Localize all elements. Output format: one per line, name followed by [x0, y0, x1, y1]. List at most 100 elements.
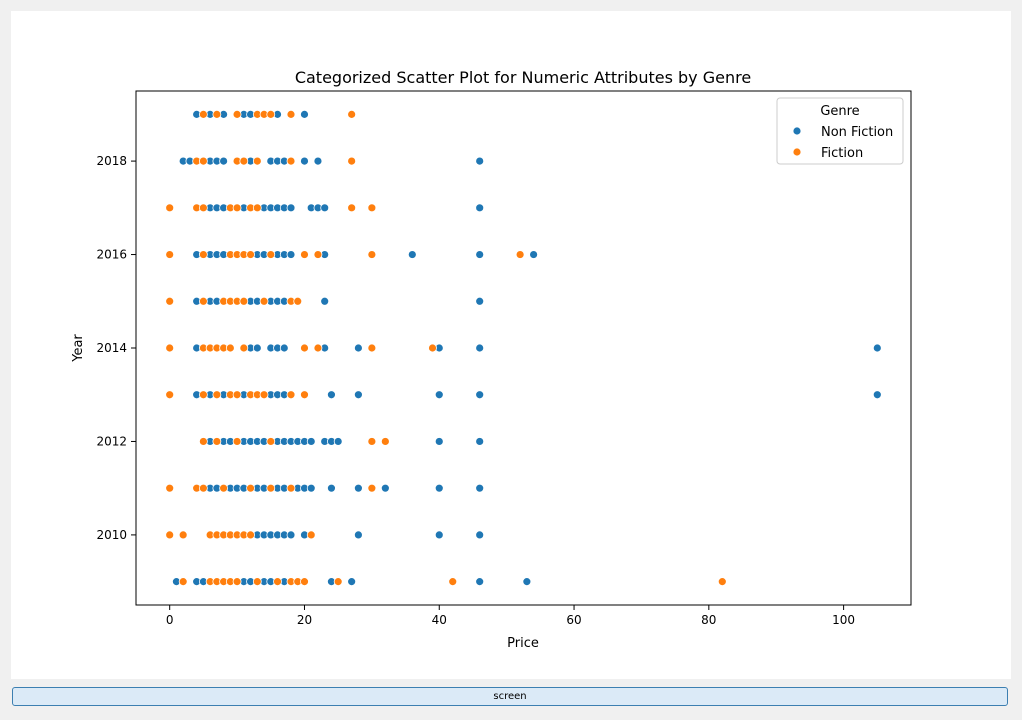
- y-tick-label: 2018: [96, 154, 127, 168]
- data-point-fiction: [300, 577, 309, 587]
- data-point-non-fiction: [219, 156, 229, 166]
- data-point-fiction: [259, 296, 269, 306]
- data-point-fiction: [246, 530, 255, 540]
- data-point-fiction: [367, 250, 377, 259]
- data-point-non-fiction: [407, 250, 417, 259]
- data-point-non-fiction: [434, 437, 444, 446]
- data-point-non-fiction: [475, 343, 485, 353]
- data-point-non-fiction: [475, 530, 485, 540]
- data-point-non-fiction: [475, 390, 485, 400]
- data-point-fiction: [246, 250, 255, 259]
- data-point-fiction: [300, 343, 309, 353]
- data-point-fiction: [239, 296, 249, 306]
- data-point-fiction: [266, 483, 276, 493]
- data-point-fiction: [212, 109, 222, 119]
- y-axis-label: Year: [71, 334, 86, 363]
- data-point-non-fiction: [872, 390, 882, 400]
- legend-title: Genre: [820, 104, 859, 119]
- data-point-non-fiction: [434, 483, 444, 493]
- data-point-fiction: [178, 577, 188, 587]
- data-point-non-fiction: [286, 203, 296, 213]
- data-point-fiction: [380, 437, 390, 446]
- data-point-non-fiction: [475, 483, 485, 493]
- data-point-fiction: [165, 483, 175, 493]
- data-point-fiction: [367, 343, 377, 353]
- data-point-fiction: [198, 437, 208, 446]
- data-point-non-fiction: [327, 390, 336, 400]
- data-point-non-fiction: [353, 343, 363, 353]
- data-point-non-fiction: [475, 203, 485, 213]
- screen-button[interactable]: screen: [12, 687, 1008, 706]
- data-point-non-fiction: [475, 156, 485, 166]
- data-point-fiction: [259, 390, 269, 400]
- data-point-fiction: [198, 483, 208, 493]
- data-point-fiction: [266, 437, 276, 446]
- data-point-fiction: [198, 203, 208, 213]
- data-point-non-fiction: [380, 483, 390, 493]
- data-point-non-fiction: [320, 203, 330, 213]
- legend-label-non-fiction: Non Fiction: [821, 125, 893, 140]
- data-point-fiction: [286, 109, 296, 119]
- data-point-fiction: [165, 203, 175, 213]
- data-point-fiction: [198, 156, 208, 166]
- data-point-fiction: [286, 483, 296, 493]
- data-point-non-fiction: [320, 296, 330, 306]
- data-point-fiction: [347, 203, 357, 213]
- data-point-fiction: [165, 250, 175, 259]
- data-point-non-fiction: [347, 577, 357, 587]
- data-point-non-fiction: [353, 390, 363, 400]
- data-point-non-fiction: [434, 390, 444, 400]
- data-point-fiction: [448, 577, 458, 587]
- legend-marker-fiction: [792, 147, 802, 157]
- data-point-non-fiction: [252, 343, 262, 353]
- data-point-fiction: [306, 530, 316, 540]
- x-tick-label: 60: [566, 613, 581, 627]
- series-non-fiction: [172, 109, 882, 587]
- data-point-non-fiction: [522, 577, 532, 587]
- data-point-fiction: [515, 250, 525, 259]
- x-tick-label: 20: [297, 613, 312, 627]
- y-tick-label: 2012: [96, 434, 127, 448]
- data-point-fiction: [266, 250, 276, 259]
- data-point-fiction: [225, 343, 235, 353]
- data-point-non-fiction: [475, 437, 485, 446]
- data-point-fiction: [252, 203, 262, 213]
- data-point-fiction: [232, 437, 242, 446]
- legend: Genre Non Fiction Fiction: [776, 97, 904, 165]
- data-point-non-fiction: [434, 530, 444, 540]
- data-point-fiction: [347, 156, 357, 166]
- data-point-fiction: [219, 483, 229, 493]
- data-point-fiction: [178, 530, 188, 540]
- data-point-fiction: [232, 390, 242, 400]
- y-tick-label: 2010: [96, 528, 127, 542]
- data-point-fiction: [367, 203, 377, 213]
- data-point-non-fiction: [475, 296, 485, 306]
- data-point-non-fiction: [353, 530, 363, 540]
- data-point-fiction: [239, 156, 249, 166]
- data-point-fiction: [165, 390, 175, 400]
- y-tick-label: 2016: [96, 248, 127, 262]
- x-tick-label: 0: [166, 613, 174, 627]
- x-axis-label: Price: [507, 636, 539, 651]
- data-point-fiction: [246, 483, 255, 493]
- data-point-fiction: [252, 156, 262, 166]
- data-point-fiction: [198, 296, 208, 306]
- data-point-fiction: [165, 296, 175, 306]
- data-point-non-fiction: [872, 343, 882, 353]
- data-point-non-fiction: [286, 250, 296, 259]
- data-point-fiction: [313, 250, 323, 259]
- data-point-non-fiction: [306, 437, 316, 446]
- series-fiction: [165, 109, 727, 587]
- x-tick-label: 100: [832, 613, 855, 627]
- data-point-non-fiction: [300, 109, 309, 119]
- data-point-fiction: [428, 343, 437, 353]
- data-point-fiction: [300, 390, 309, 400]
- legend-label-fiction: Fiction: [821, 146, 863, 161]
- data-point-fiction: [286, 156, 296, 166]
- data-point-fiction: [300, 250, 309, 259]
- data-point-fiction: [165, 530, 175, 540]
- y-tick-label: 2014: [96, 341, 127, 355]
- data-point-fiction: [252, 577, 262, 587]
- legend-marker-non-fiction: [792, 126, 802, 136]
- data-point-non-fiction: [279, 343, 289, 353]
